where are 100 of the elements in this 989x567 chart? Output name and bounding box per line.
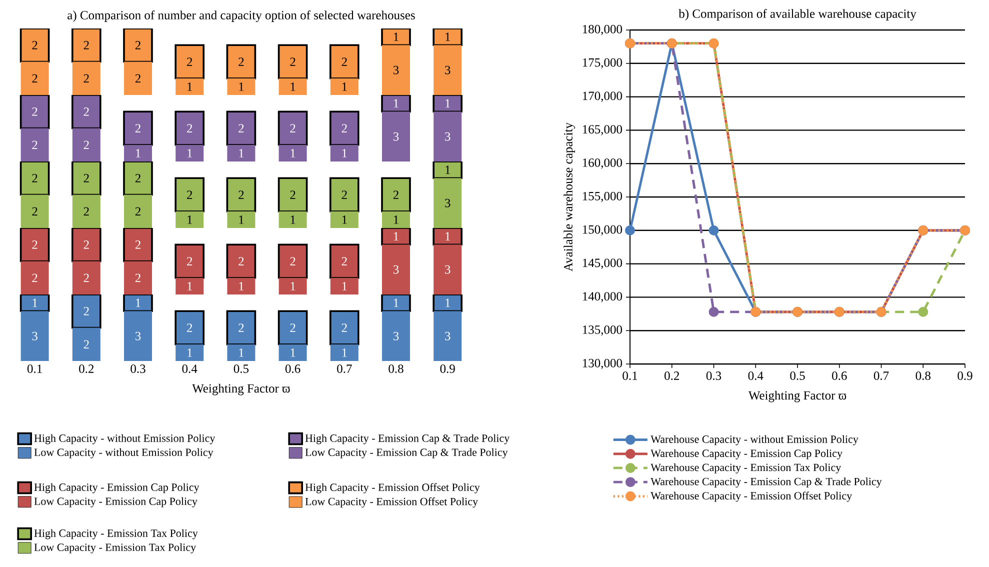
x-tick-label: 0.4 (182, 364, 198, 374)
y-tick-label: 135,000 (582, 325, 622, 336)
legend-label: High Capacity - Emission Tax Policy (34, 529, 198, 540)
data-label: 2 (290, 257, 296, 266)
data-label: 1 (342, 216, 347, 224)
data-label: 2 (342, 124, 347, 132)
x-tick-label: 0.6 (285, 364, 300, 374)
data-label: 3 (135, 332, 141, 340)
data-label: 3 (32, 332, 38, 340)
legend-label: Low Capacity - Emission Tax Policy (34, 543, 196, 554)
y-tick-label: 160,000 (582, 158, 622, 169)
data-label: 1 (290, 82, 296, 91)
y-tick-label: 130,000 (582, 358, 622, 370)
x-tick-label: 0.3 (706, 372, 722, 380)
legend-label: Low Capacity - without Emission Policy (34, 448, 214, 458)
data-label: 2 (135, 240, 140, 249)
data-label: 1 (188, 348, 192, 357)
legend-label: High Capacity - Emission Offset Policy (305, 483, 480, 494)
data-label: 1 (290, 282, 296, 290)
legend-label: High Capacity - Emission Cap & Trade Policy (305, 434, 510, 444)
data-label: 1 (394, 216, 398, 224)
data-label: 2 (342, 190, 347, 199)
data-label: 2 (290, 58, 296, 66)
data-label: 1 (446, 99, 450, 108)
data-label: 2 (342, 257, 347, 266)
data-label: 1 (239, 82, 244, 91)
point (625, 225, 636, 236)
y-tick-label: 140,000 (582, 292, 622, 302)
data-label: 2 (342, 58, 347, 66)
y-tick-label: 165,000 (582, 125, 622, 136)
legend-label: Warehouse Capacity - Emission Tax Policy (650, 463, 842, 474)
data-label: 2 (342, 324, 347, 332)
data-label: 1 (188, 149, 192, 158)
x-tick-label: 0.8 (388, 364, 404, 374)
data-label: 2 (135, 74, 140, 83)
legend-label: High Capacity - Emission Cap Policy (34, 483, 200, 494)
data-label: 2 (135, 40, 140, 50)
data-label: 3 (445, 265, 450, 274)
data-label: 2 (84, 207, 89, 216)
legend-label: Warehouse Capacity - without Emission Policy (650, 435, 858, 446)
data-label: 2 (187, 58, 192, 66)
data-label: 1 (32, 298, 38, 307)
data-label: 2 (32, 174, 38, 182)
x-axis-title: Weighting Factor ϖ (192, 384, 290, 396)
data-label: 1 (290, 348, 296, 357)
data-label: 1 (342, 149, 347, 158)
data-label: 1 (342, 348, 347, 357)
data-label: 1 (446, 298, 450, 307)
y-tick-label: 150,000 (582, 225, 622, 236)
legend-label: Warehouse Capacity - Emission Cap & Trade Policy (650, 478, 882, 488)
x-tick-label: 0.7 (874, 372, 889, 380)
data-label: 1 (394, 298, 398, 307)
legend-label: Warehouse Capacity - Emission Cap Policy (650, 449, 842, 460)
legend-label: Low Capacity - Emission Cap & Trade Policy (305, 448, 508, 458)
data-label: 3 (445, 198, 450, 208)
data-label: 3 (393, 332, 399, 340)
point (918, 306, 928, 317)
y-axis-title: Available warehouse capacity (564, 122, 576, 272)
data-label: 2 (135, 124, 140, 132)
x-tick-label: 0.1 (622, 372, 638, 380)
x-tick-label: 0.2 (664, 372, 680, 380)
data-label: 1 (136, 149, 140, 158)
data-label: 2 (290, 124, 296, 132)
data-label: 1 (446, 32, 450, 41)
x-tick-label: 0.7 (337, 364, 352, 374)
data-label: 2 (187, 257, 192, 266)
data-label: 2 (32, 40, 38, 50)
data-label: 2 (238, 58, 244, 66)
data-label: 2 (290, 324, 296, 332)
data-label: 2 (135, 274, 140, 282)
data-label: 1 (188, 216, 192, 224)
data-label: 2 (290, 190, 296, 199)
data-label: 1 (342, 82, 347, 91)
data-label: 1 (394, 99, 398, 108)
data-label: 2 (84, 107, 89, 116)
x-tick-label: 0.2 (79, 364, 94, 374)
data-label: 2 (187, 324, 192, 332)
legend-label: Warehouse Capacity - Emission Offset Policy (650, 492, 852, 502)
data-label: 3 (393, 66, 399, 74)
point (708, 306, 719, 317)
data-label: 2 (32, 207, 38, 216)
data-label: 2 (135, 207, 140, 216)
x-tick-label: 0.5 (234, 364, 249, 374)
data-label: 1 (188, 82, 192, 91)
data-label: 3 (445, 66, 450, 74)
y-tick-label: 180,000 (582, 24, 622, 36)
data-label: 2 (84, 74, 89, 83)
data-label: 2 (84, 140, 89, 150)
legend-label: High Capacity - without Emission Policy (34, 434, 216, 444)
data-label: 1 (446, 166, 450, 174)
data-label: 2 (32, 74, 38, 83)
data-label: 1 (239, 348, 244, 357)
data-label: 1 (394, 32, 398, 41)
data-label: 1 (290, 149, 296, 158)
data-label: 1 (239, 216, 244, 224)
data-label: 2 (238, 190, 244, 199)
data-label: 2 (238, 324, 244, 332)
y-tick-label: 145,000 (582, 258, 622, 269)
data-label: 3 (445, 332, 450, 340)
data-label: 1 (394, 232, 398, 240)
